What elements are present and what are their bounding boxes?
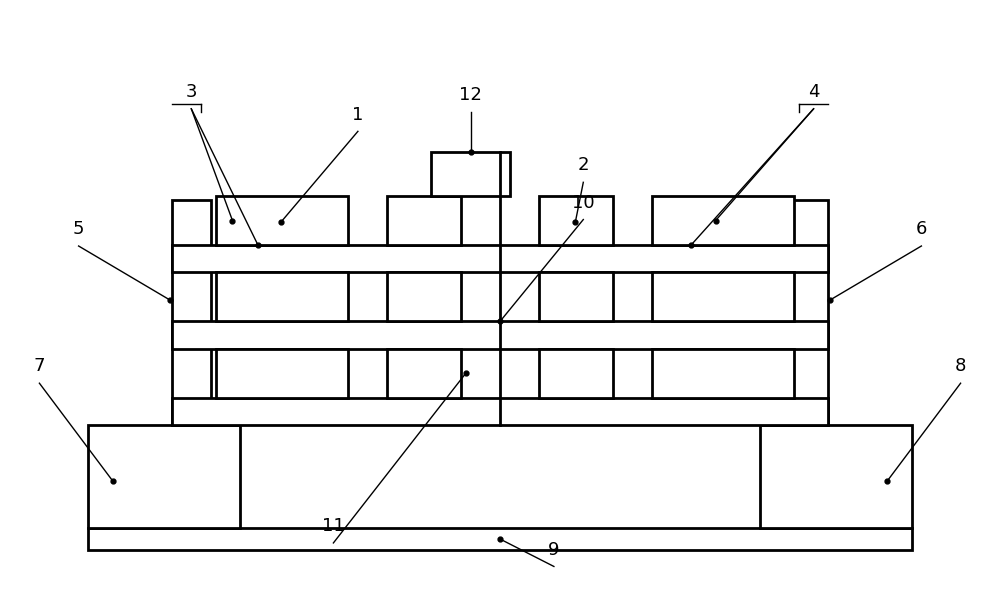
Bar (431, 152, 510, 196)
Text: 5: 5 (73, 220, 84, 238)
Bar (172, 200, 211, 425)
Text: 2: 2 (578, 156, 589, 175)
Text: 9: 9 (548, 540, 560, 559)
Text: 3: 3 (186, 83, 197, 101)
Bar (789, 200, 828, 425)
Bar (539, 273, 613, 322)
Bar (216, 196, 348, 245)
Bar (387, 349, 461, 398)
Bar (216, 349, 348, 398)
Bar (88, 528, 912, 550)
Bar (652, 349, 794, 398)
Bar (88, 425, 240, 528)
Bar (539, 349, 613, 398)
Bar (216, 273, 348, 322)
Text: 10: 10 (572, 194, 595, 212)
Bar (387, 273, 461, 322)
Text: 1: 1 (352, 106, 364, 123)
Bar (652, 196, 794, 245)
Text: 6: 6 (916, 220, 927, 238)
Bar (652, 273, 794, 322)
Text: 11: 11 (322, 517, 345, 535)
Bar (760, 425, 912, 528)
Bar (172, 245, 828, 273)
Text: 8: 8 (955, 358, 966, 375)
Bar (172, 322, 828, 349)
Bar (539, 196, 613, 245)
Text: 7: 7 (34, 358, 45, 375)
Text: 4: 4 (808, 83, 819, 101)
Bar (387, 196, 461, 245)
Text: 12: 12 (459, 86, 482, 104)
Bar (172, 398, 828, 425)
